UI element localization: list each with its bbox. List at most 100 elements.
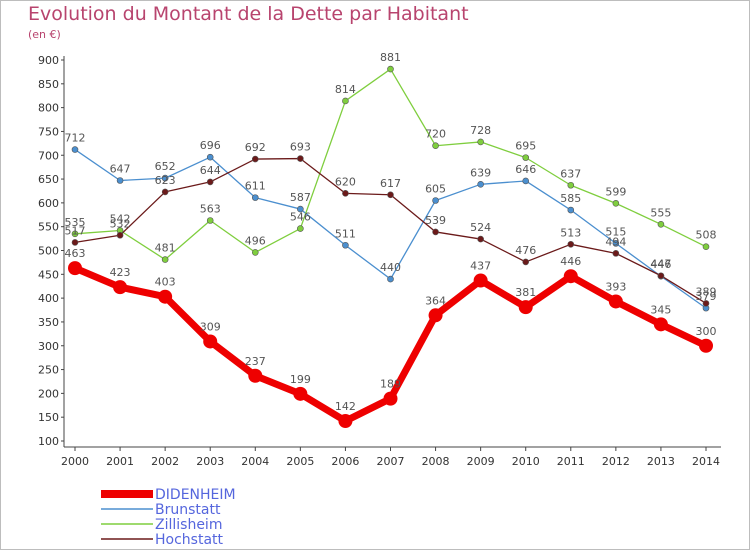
x-tick-label: 2014 <box>692 455 720 468</box>
data-label: 695 <box>515 140 536 153</box>
y-tick-label: 550 <box>38 221 59 234</box>
data-point <box>522 154 530 161</box>
data-point <box>161 188 169 196</box>
data-label: 646 <box>515 163 536 176</box>
data-label: 728 <box>470 124 491 137</box>
x-tick-label: 2004 <box>241 455 269 468</box>
x-tick-label: 2001 <box>106 455 134 468</box>
data-point <box>387 275 394 283</box>
y-tick-label: 200 <box>38 387 59 400</box>
data-label: 585 <box>560 192 581 205</box>
data-label: 881 <box>380 51 401 64</box>
data-label: 379 <box>696 290 717 303</box>
data-point <box>251 194 259 201</box>
data-label: 389 <box>696 285 717 298</box>
data-label: 142 <box>335 400 356 413</box>
legend-label: Hochstatt <box>155 532 224 548</box>
data-label: 496 <box>245 234 266 247</box>
data-label: 605 <box>425 182 446 195</box>
data-label: 463 <box>65 247 86 260</box>
data-point <box>158 289 173 304</box>
data-label: 639 <box>470 166 491 179</box>
chart-subtitle: (en €) <box>28 28 61 41</box>
data-point <box>116 177 124 184</box>
y-tick-label: 600 <box>38 197 59 210</box>
data-label: 712 <box>65 132 86 145</box>
data-point <box>702 243 710 250</box>
data-point <box>428 308 443 323</box>
data-point <box>342 97 349 105</box>
data-point <box>297 225 304 232</box>
y-tick-label: 100 <box>38 435 59 448</box>
data-label: 644 <box>200 164 221 177</box>
y-tick-label: 750 <box>38 125 59 138</box>
data-label: 623 <box>155 174 176 187</box>
legend-label: DIDENHEIM <box>155 487 236 503</box>
data-label: 587 <box>290 191 311 204</box>
data-label: 437 <box>470 260 491 273</box>
data-point <box>342 190 349 197</box>
data-label: 617 <box>380 177 401 190</box>
data-point <box>206 217 214 224</box>
data-point <box>203 334 218 349</box>
data-point <box>251 155 259 163</box>
data-label: 539 <box>425 214 446 227</box>
y-tick-label: 300 <box>38 340 59 353</box>
data-point <box>383 391 398 406</box>
data-point <box>116 231 124 239</box>
data-point <box>567 181 575 189</box>
data-label: 476 <box>515 244 536 257</box>
data-label: 532 <box>110 217 131 230</box>
data-label: 381 <box>515 286 536 299</box>
data-label: 517 <box>65 224 86 237</box>
data-label: 524 <box>470 221 491 234</box>
data-point <box>522 258 530 266</box>
data-point <box>699 338 713 353</box>
data-label: 637 <box>560 167 581 180</box>
data-label: 814 <box>335 83 356 96</box>
data-point <box>612 250 620 257</box>
data-label: 481 <box>155 242 176 255</box>
data-point <box>608 294 623 309</box>
data-label: 237 <box>245 355 266 368</box>
x-tick-label: 2009 <box>467 455 495 468</box>
data-point <box>518 300 533 315</box>
data-label: 189 <box>380 378 401 391</box>
data-label: 345 <box>650 303 671 316</box>
data-point <box>297 155 304 162</box>
x-tick-label: 2013 <box>647 455 675 468</box>
data-label: 652 <box>155 160 176 173</box>
data-point <box>251 249 259 256</box>
data-point <box>563 269 578 284</box>
data-label: 199 <box>290 373 311 386</box>
data-label: 511 <box>335 227 356 240</box>
data-point <box>702 300 710 307</box>
data-label: 692 <box>245 141 266 154</box>
x-tick-label: 2002 <box>151 455 179 468</box>
data-label: 364 <box>425 294 446 307</box>
data-point <box>297 205 304 213</box>
data-label: 599 <box>605 185 626 198</box>
data-point <box>71 239 79 246</box>
data-point <box>432 142 439 150</box>
data-label: 647 <box>110 162 131 175</box>
data-point <box>68 261 82 276</box>
data-point <box>612 200 620 207</box>
y-tick-label: 700 <box>38 149 59 162</box>
data-point <box>653 317 668 332</box>
y-tick-label: 800 <box>38 102 59 115</box>
data-point <box>657 272 665 280</box>
data-label: 494 <box>605 235 626 248</box>
data-label: 563 <box>200 202 221 215</box>
data-point <box>71 146 79 153</box>
x-tick-label: 2006 <box>331 455 359 468</box>
data-label: 611 <box>245 180 266 193</box>
data-point <box>522 177 530 185</box>
data-label: 309 <box>200 320 221 333</box>
data-point <box>657 221 665 228</box>
data-label: 546 <box>290 211 311 224</box>
data-label: 446 <box>650 258 671 271</box>
x-tick-label: 2008 <box>422 455 450 468</box>
